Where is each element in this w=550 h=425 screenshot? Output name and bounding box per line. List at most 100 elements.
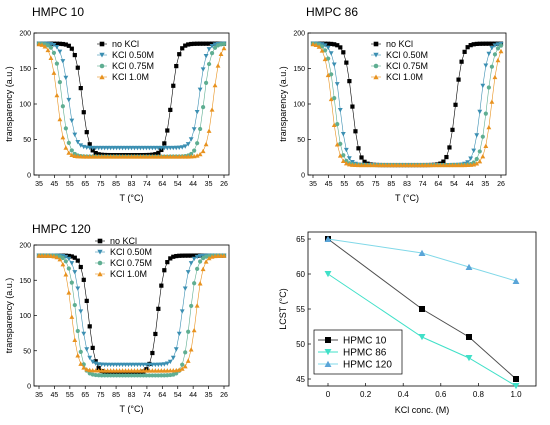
legend-label: KCl 0.75M [386,61,428,71]
data-point [353,162,358,168]
data-point [324,235,332,242]
data-point [117,373,122,378]
data-point [78,349,83,354]
data-point [170,355,176,361]
data-point [63,42,68,47]
x-tick-label: 35 [35,181,43,188]
data-point [78,154,84,159]
legend-marker [97,260,103,266]
legend-label: KCl 1.0M [112,72,149,82]
data-point [332,42,337,47]
legend-marker [324,349,332,356]
data-point [75,65,80,70]
data-point [456,77,461,82]
data-point [57,41,62,46]
data-point [75,258,80,263]
data-point [75,139,81,145]
data-point [180,362,185,367]
legend-label: KCl 0.50M [110,247,152,257]
y-tick-label: 65 [296,235,305,244]
data-point [105,373,110,378]
data-point [325,72,331,78]
data-point [66,140,71,145]
x-tick-label: 75 [97,181,105,188]
data-point [474,156,479,162]
data-point [165,260,170,265]
data-point [114,373,119,378]
data-point [326,41,331,46]
data-point [102,373,107,378]
data-point [179,309,185,314]
data-point [45,47,51,53]
data-point [173,347,179,352]
data-point [466,334,472,340]
data-point [36,41,42,47]
x-tick-label: 83 [128,181,136,188]
data-point [209,107,215,112]
data-point [51,70,57,75]
data-point [459,59,464,64]
data-point [114,371,119,376]
data-point [162,373,167,378]
data-point [176,145,182,151]
legend-label: no KCl [386,39,413,49]
data-point [87,355,93,361]
data-point [495,46,501,51]
y-tick-label: 50 [296,340,305,349]
data-point [60,255,65,261]
series-4 [310,41,504,168]
data-point [135,373,140,378]
data-point [374,162,380,168]
data-point [192,253,197,258]
data-point [480,153,486,159]
x-tick-label: 74 [419,181,427,188]
data-point [203,259,209,264]
data-point [72,153,78,158]
x-tick-label: 35 [205,392,213,399]
data-point [153,331,158,337]
y-tick-label: 100 [293,102,305,109]
data-point [335,43,340,48]
data-point [368,162,374,168]
data-point [495,57,501,63]
data-point [431,162,437,168]
data-point [188,347,194,352]
x-tick-label: 64 [434,181,442,188]
data-point [201,104,206,110]
data-point [72,255,77,260]
legend-label: KCl 1.0M [386,72,423,82]
data-point [356,146,361,151]
data-point [45,43,51,48]
data-point [87,367,93,373]
data-point [203,80,209,85]
legend-marker [99,52,105,58]
data-point [483,111,488,116]
x-tick-label: 55 [66,392,74,399]
data-point [105,370,110,376]
data-point [392,162,398,168]
data-point [111,373,116,378]
data-point [334,142,340,147]
x-tick-label: 0 [326,390,331,399]
x-tick-label: 55 [66,181,74,188]
data-point [156,373,161,378]
data-point [111,371,116,376]
data-point [75,153,81,159]
data-point [63,259,68,264]
data-point [183,43,188,48]
data-point [492,52,498,57]
data-point [81,365,87,370]
x-tick-label: 74 [143,392,151,399]
data-point [141,373,146,378]
data-point [340,131,346,137]
data-point [129,371,134,376]
data-point [126,371,131,376]
legend-marker [97,271,103,277]
data-point [189,41,194,47]
transparency-panel-2: HMPC 86 0 50 100 150 200 35 45 55 65 75 85 83 74 64 54 4… [278,5,507,203]
x-tick-label: 26 [497,181,505,188]
data-point [495,42,501,47]
x-axis-label: T (°C) [120,404,144,414]
data-point [346,162,352,167]
data-point [310,41,316,47]
